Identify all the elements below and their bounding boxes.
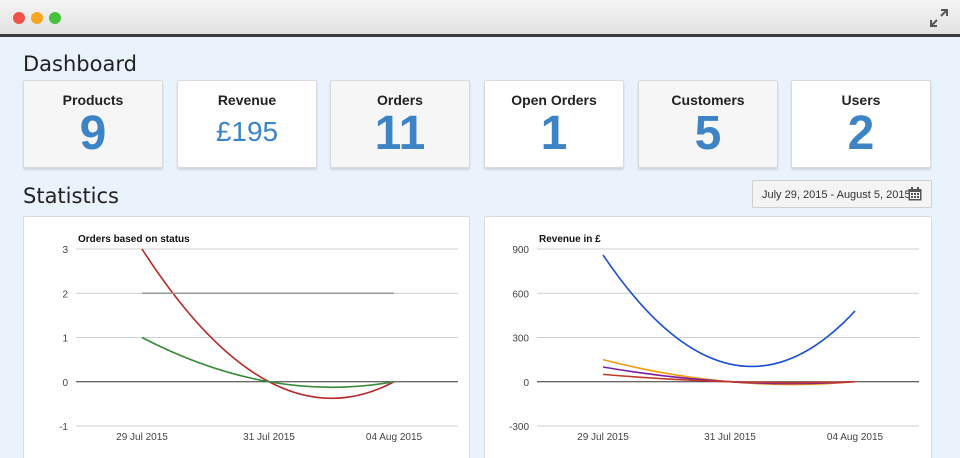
- calendar-icon[interactable]: [908, 187, 922, 201]
- x-tick-label: 04 Aug 2015: [827, 432, 884, 443]
- window-titlebar: [0, 0, 960, 37]
- stat-label: Open Orders: [511, 92, 597, 108]
- y-tick-label: -1: [59, 422, 68, 433]
- y-tick-label: 300: [512, 334, 529, 345]
- stat-card-products[interactable]: Products 9: [23, 80, 163, 168]
- stat-card-orders[interactable]: Orders 11: [330, 80, 470, 168]
- stat-value: 9: [79, 107, 107, 160]
- stat-label: Revenue: [217, 92, 277, 108]
- chart-title: Orders based on status: [78, 234, 190, 245]
- series-line-crimson: [602, 373, 856, 384]
- close-window-button[interactable]: [13, 12, 25, 24]
- stat-label: Customers: [671, 92, 745, 108]
- orders-status-chart-panel: 3 2 1 0 -1 29 Jul 2015 31 Jul 2015 04 Aug 2015 O…: [23, 216, 470, 458]
- statistics-title: Statistics: [23, 184, 119, 208]
- y-tick-label: -300: [509, 422, 529, 433]
- stat-value: £195: [215, 116, 279, 147]
- minimize-window-button[interactable]: [31, 12, 43, 24]
- stat-value: 11: [374, 107, 426, 160]
- stat-value: 5: [694, 107, 722, 160]
- stat-card-open-orders[interactable]: Open Orders 1: [484, 80, 624, 168]
- x-tick-label: 29 Jul 2015: [116, 432, 168, 443]
- stat-label: Orders: [377, 92, 423, 108]
- series-line-blue: [602, 254, 856, 368]
- y-tick-label: 2: [62, 289, 68, 300]
- x-tick-label: 29 Jul 2015: [577, 432, 629, 443]
- revenue-chart-panel: 900 600 300 0 -300 29 Jul 2015 31 Jul 2015 04 A…: [484, 216, 932, 458]
- x-tick-label: 31 Jul 2015: [243, 432, 295, 443]
- stat-value: 2: [847, 107, 875, 160]
- y-tick-label: 600: [512, 289, 529, 300]
- maximize-window-button[interactable]: [49, 12, 61, 24]
- y-tick-label: 1: [62, 334, 68, 345]
- stat-label: Products: [62, 92, 124, 108]
- x-tick-label: 31 Jul 2015: [704, 432, 756, 443]
- x-tick-label: 04 Aug 2015: [366, 432, 423, 443]
- dashboard-content: Dashboard Products 9 Revenue £195 Orders…: [0, 40, 960, 458]
- orders-status-chart: 3 2 1 0 -1 29 Jul 2015 31 Jul 2015 04 Aug 2015 O…: [59, 234, 458, 443]
- revenue-chart: 900 600 300 0 -300 29 Jul 2015 31 Jul 2015 04 A…: [509, 234, 919, 443]
- series-line-red: [141, 248, 395, 400]
- y-tick-label: 900: [512, 245, 529, 256]
- stat-card-users[interactable]: Users 2: [791, 80, 931, 168]
- date-range-picker[interactable]: July 29, 2015 - August 5, 2015: [752, 180, 932, 208]
- series-line-green: [141, 336, 395, 389]
- stat-value: 1: [540, 107, 568, 160]
- y-tick-label: 0: [62, 378, 68, 389]
- page-title: Dashboard: [23, 52, 137, 76]
- date-range-text: July 29, 2015 - August 5, 2015: [762, 189, 911, 201]
- chart-title: Revenue in £: [539, 234, 601, 245]
- y-tick-label: 0: [523, 378, 529, 389]
- stat-label: Users: [841, 92, 881, 108]
- expand-icon[interactable]: [930, 9, 948, 27]
- stat-card-revenue[interactable]: Revenue £195: [177, 80, 317, 168]
- y-tick-label: 3: [62, 245, 68, 256]
- stat-card-customers[interactable]: Customers 5: [638, 80, 778, 168]
